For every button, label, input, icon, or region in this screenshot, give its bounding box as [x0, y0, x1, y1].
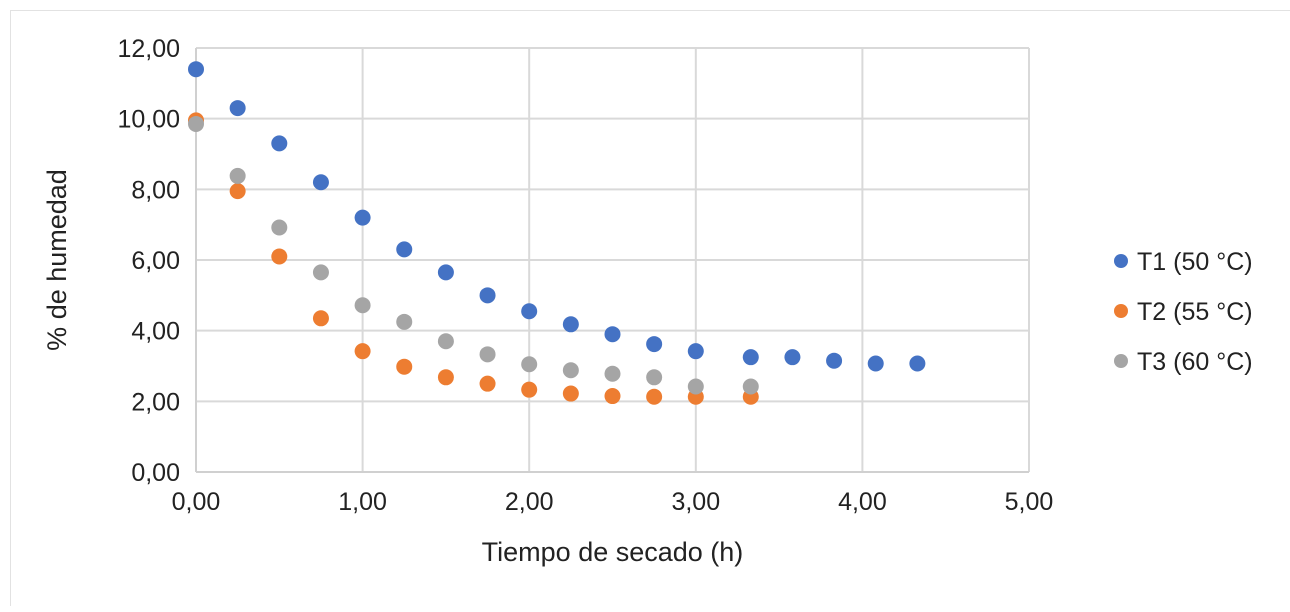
data-point-series-1: [521, 303, 538, 320]
data-point-series-3: [437, 333, 454, 350]
tick-labels: 0,00 2,00 4,00 6,00 8,00 10,00 12,00 0,00 1,00 2,…: [117, 35, 1053, 516]
x-tick-label: 0,00: [172, 488, 221, 516]
legend-label-series-2: T2 (55 °C): [1137, 298, 1253, 326]
data-point-series-3: [562, 362, 579, 379]
data-point-series-3: [604, 365, 621, 382]
legend-marker-series-3: [1114, 354, 1128, 368]
data-point-series-2: [562, 385, 579, 402]
y-tick-label: 4,00: [131, 318, 180, 346]
y-tick-label: 12,00: [117, 35, 180, 63]
data-point-series-1: [562, 316, 579, 333]
y-tick-label: 2,00: [131, 388, 180, 416]
data-point-series-3: [354, 297, 371, 314]
legend-label-series-1: T1 (50 °C): [1137, 248, 1253, 276]
legend-marker-series-1: [1114, 254, 1128, 268]
data-point-series-3: [521, 356, 538, 373]
y-tick-label: 0,00: [131, 459, 180, 487]
data-point-series-1: [229, 100, 246, 117]
data-point-series-1: [396, 241, 413, 258]
data-point-series-3: [188, 115, 204, 132]
data-point-series-2: [646, 388, 663, 405]
data-point-series-1: [437, 264, 454, 281]
data-point-series-2: [312, 310, 329, 327]
y-tick-label: 8,00: [131, 176, 180, 204]
data-point-series-1: [646, 336, 663, 353]
data-point-series-2: [479, 375, 496, 392]
y-tick-label: 10,00: [117, 106, 180, 134]
data-point-series-1: [784, 349, 801, 366]
data-point-series-3: [687, 378, 704, 395]
data-point-series-1: [479, 287, 496, 304]
data-point-series-1: [604, 326, 621, 343]
x-tick-label: 4,00: [838, 488, 887, 516]
data-point-series-3: [229, 167, 246, 184]
data-point-series-3: [312, 264, 329, 281]
legend-label-series-3: T3 (60 °C): [1137, 348, 1253, 376]
data-point-series-2: [604, 388, 621, 405]
legend-marker-series-2: [1114, 304, 1128, 318]
x-tick-label: 3,00: [671, 488, 720, 516]
legend: T1 (50 °C) T2 (55 °C) T3 (60 °C): [1114, 248, 1253, 376]
x-tick-label: 5,00: [1005, 488, 1054, 516]
data-point-series-1: [271, 135, 288, 152]
y-tick-label: 6,00: [131, 247, 180, 275]
chart-frame: 0,00 2,00 4,00 6,00 8,00 10,00 12,00 0,00 1,00 2,…: [10, 10, 1290, 606]
data-points: [188, 61, 926, 405]
data-point-series-1: [188, 61, 204, 78]
data-point-series-2: [437, 369, 454, 386]
data-point-series-3: [646, 369, 663, 386]
x-tick-label: 2,00: [505, 488, 554, 516]
scatter-chart: 0,00 2,00 4,00 6,00 8,00 10,00 12,00 0,00 1,00 2,…: [42, 35, 1253, 567]
data-point-series-1: [312, 174, 329, 191]
data-point-series-3: [742, 378, 759, 395]
data-point-series-3: [271, 219, 288, 236]
data-point-series-3: [479, 346, 496, 363]
data-point-series-2: [271, 248, 288, 265]
y-axis-title: % de humedad: [42, 169, 72, 351]
data-point-series-2: [354, 343, 371, 360]
data-point-series-1: [909, 355, 926, 372]
data-point-series-2: [521, 381, 538, 398]
x-axis-title: Tiempo de secado (h): [482, 537, 744, 567]
data-point-series-1: [826, 352, 843, 369]
data-point-series-2: [396, 358, 413, 375]
data-point-series-1: [742, 349, 759, 366]
data-point-series-2: [229, 183, 246, 200]
data-point-series-1: [867, 355, 884, 372]
data-point-series-3: [396, 313, 413, 330]
grid: [196, 47, 1030, 472]
data-point-series-1: [687, 343, 704, 360]
data-point-series-1: [354, 209, 371, 226]
x-tick-label: 1,00: [338, 488, 387, 516]
